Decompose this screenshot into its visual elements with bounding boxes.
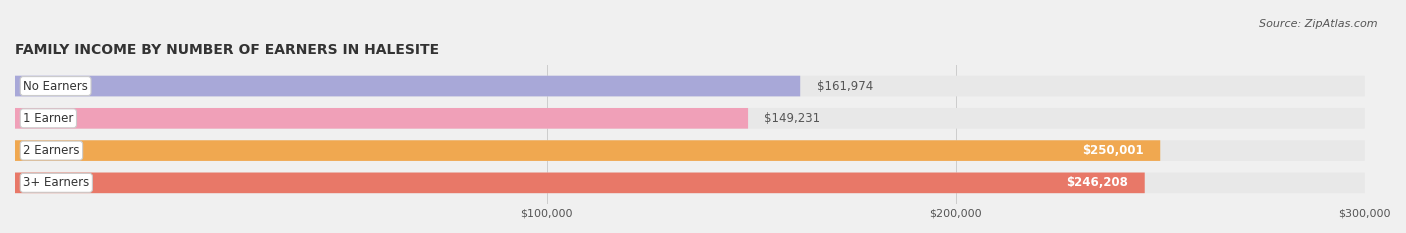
- FancyBboxPatch shape: [15, 76, 800, 96]
- Text: 3+ Earners: 3+ Earners: [22, 176, 90, 189]
- FancyBboxPatch shape: [15, 140, 1160, 161]
- Text: Source: ZipAtlas.com: Source: ZipAtlas.com: [1260, 19, 1378, 29]
- Text: $246,208: $246,208: [1067, 176, 1129, 189]
- FancyBboxPatch shape: [15, 108, 1365, 129]
- Text: 2 Earners: 2 Earners: [22, 144, 80, 157]
- Text: $149,231: $149,231: [765, 112, 821, 125]
- FancyBboxPatch shape: [15, 76, 1365, 96]
- FancyBboxPatch shape: [15, 140, 1365, 161]
- FancyBboxPatch shape: [15, 108, 748, 129]
- FancyBboxPatch shape: [15, 172, 1144, 193]
- Text: 1 Earner: 1 Earner: [22, 112, 73, 125]
- Text: $250,001: $250,001: [1083, 144, 1144, 157]
- Text: No Earners: No Earners: [22, 79, 89, 93]
- Text: $161,974: $161,974: [817, 79, 873, 93]
- Text: FAMILY INCOME BY NUMBER OF EARNERS IN HALESITE: FAMILY INCOME BY NUMBER OF EARNERS IN HA…: [15, 43, 439, 57]
- FancyBboxPatch shape: [15, 172, 1365, 193]
